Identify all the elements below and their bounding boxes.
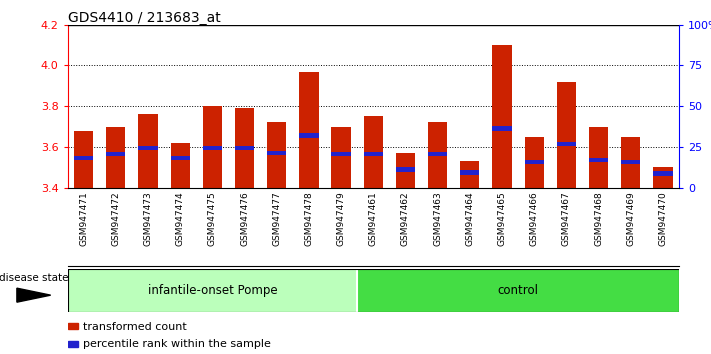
Text: GSM947479: GSM947479 bbox=[336, 192, 346, 246]
Bar bbox=[171, 156, 190, 160]
Bar bbox=[589, 126, 608, 188]
Text: disease state: disease state bbox=[0, 273, 68, 284]
Bar bbox=[396, 167, 415, 172]
Text: GSM947474: GSM947474 bbox=[176, 192, 185, 246]
Text: GSM947465: GSM947465 bbox=[498, 192, 506, 246]
Text: GSM947463: GSM947463 bbox=[433, 192, 442, 246]
Text: GSM947478: GSM947478 bbox=[304, 192, 314, 246]
Bar bbox=[653, 167, 673, 188]
Bar bbox=[357, 269, 679, 312]
Text: GSM947464: GSM947464 bbox=[465, 192, 474, 246]
Bar bbox=[235, 108, 255, 188]
Text: infantile-onset Pompe: infantile-onset Pompe bbox=[148, 284, 277, 297]
Text: GSM947466: GSM947466 bbox=[530, 192, 539, 246]
Bar bbox=[525, 160, 544, 164]
Text: GSM947476: GSM947476 bbox=[240, 192, 249, 246]
Bar bbox=[139, 146, 158, 150]
Bar bbox=[363, 152, 383, 156]
Bar bbox=[299, 133, 319, 138]
Bar bbox=[299, 72, 319, 188]
Text: GDS4410 / 213683_at: GDS4410 / 213683_at bbox=[68, 11, 220, 25]
Text: transformed count: transformed count bbox=[82, 322, 186, 332]
Bar bbox=[267, 122, 287, 188]
Text: GSM947468: GSM947468 bbox=[594, 192, 603, 246]
Text: GSM947472: GSM947472 bbox=[112, 192, 120, 246]
Text: GSM947469: GSM947469 bbox=[626, 192, 635, 246]
Bar bbox=[139, 114, 158, 188]
Text: GSM947477: GSM947477 bbox=[272, 192, 282, 246]
Bar bbox=[331, 126, 351, 188]
Bar bbox=[460, 170, 479, 175]
Bar bbox=[68, 341, 78, 347]
Bar bbox=[653, 171, 673, 176]
Bar bbox=[363, 116, 383, 188]
Text: GSM947467: GSM947467 bbox=[562, 192, 571, 246]
Bar bbox=[74, 156, 93, 160]
Bar bbox=[68, 323, 78, 329]
Bar bbox=[557, 82, 576, 188]
Bar bbox=[492, 126, 512, 131]
Bar bbox=[74, 131, 93, 188]
Bar bbox=[621, 137, 641, 188]
Text: control: control bbox=[498, 284, 539, 297]
Text: GSM947475: GSM947475 bbox=[208, 192, 217, 246]
Polygon shape bbox=[17, 288, 50, 302]
Bar bbox=[331, 152, 351, 156]
Bar bbox=[460, 161, 479, 188]
Bar bbox=[428, 122, 447, 188]
Text: GSM947461: GSM947461 bbox=[369, 192, 378, 246]
Bar bbox=[621, 160, 641, 164]
Bar bbox=[396, 153, 415, 188]
Bar bbox=[106, 126, 125, 188]
Text: GSM947471: GSM947471 bbox=[79, 192, 88, 246]
Bar bbox=[589, 158, 608, 162]
Bar bbox=[492, 45, 512, 188]
Text: GSM947473: GSM947473 bbox=[144, 192, 152, 246]
Text: GSM947470: GSM947470 bbox=[658, 192, 668, 246]
Bar bbox=[203, 106, 222, 188]
Bar bbox=[267, 151, 287, 155]
Bar bbox=[525, 137, 544, 188]
Bar bbox=[235, 146, 255, 150]
Bar bbox=[68, 269, 357, 312]
Bar bbox=[428, 152, 447, 156]
Bar bbox=[203, 146, 222, 150]
Bar bbox=[557, 142, 576, 146]
Bar bbox=[106, 152, 125, 156]
Text: percentile rank within the sample: percentile rank within the sample bbox=[82, 339, 271, 349]
Text: GSM947462: GSM947462 bbox=[401, 192, 410, 246]
Bar bbox=[171, 143, 190, 188]
